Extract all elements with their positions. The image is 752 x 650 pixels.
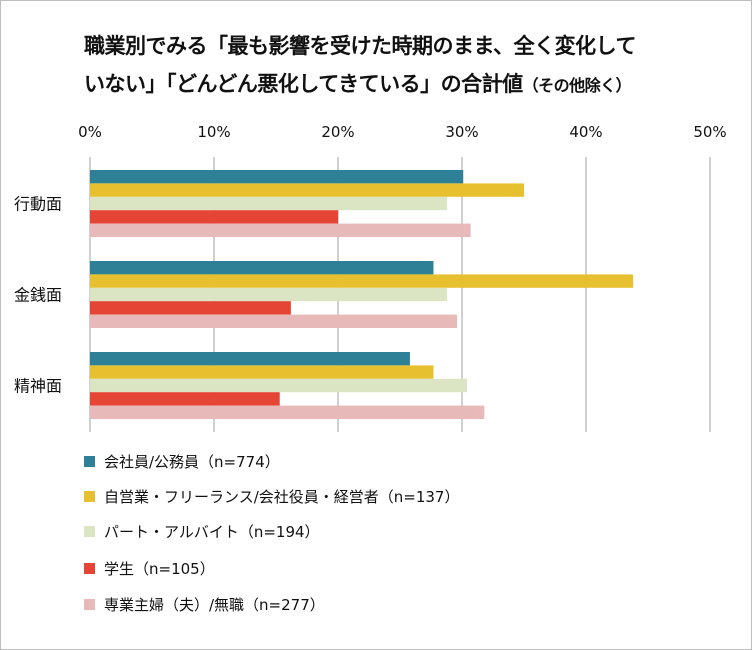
legend-label: パート・アルバイト（n=194） (104, 522, 320, 541)
legend-swatch (84, 525, 95, 537)
legend-swatch (84, 562, 95, 574)
bar-1-0 (90, 183, 524, 197)
x-tick-label: 50% (693, 123, 726, 141)
bar-0-0 (90, 170, 464, 184)
bar-2-0 (90, 196, 448, 211)
x-tick-label: 30% (445, 123, 478, 141)
bar-2-1 (90, 287, 448, 302)
legend-item: 会社員/公務員（n=774） (84, 451, 280, 471)
category-label: 行動面 (14, 195, 62, 214)
chart-title-note: （その他除く） (522, 76, 632, 95)
legend-swatch (84, 598, 95, 610)
bar-1-1 (90, 274, 634, 288)
legend-swatch (84, 490, 95, 502)
bar-4-1 (90, 314, 458, 328)
x-tick-label: 20% (321, 123, 354, 141)
chart-title-line-2: いない」「どんどん悪化してきている」の合計値（その他除く） (84, 68, 632, 98)
legend-label: 会社員/公務員（n=774） (104, 452, 280, 471)
legend-item: 専業主婦（夫）/無職（n=277） (84, 594, 325, 614)
category-label: 精神面 (14, 377, 62, 396)
legend-label: 学生（n=105） (104, 559, 215, 578)
chart-title-text: いない」「どんどん悪化してきている」の合計値 (84, 72, 523, 96)
category-label: 金銭面 (14, 286, 62, 305)
bar-0-1 (90, 261, 434, 275)
bar-3-1 (90, 301, 291, 315)
bar-3-2 (90, 392, 280, 406)
bar-4-0 (90, 223, 471, 237)
legend-label: 自営業・フリーランス/会社役員・経営者（n=137） (104, 487, 460, 506)
legend-item: 学生（n=105） (84, 558, 215, 578)
legend-swatch (84, 455, 95, 467)
legend-label: 専業主婦（夫）/無職（n=277） (104, 595, 325, 614)
legend-item: パート・アルバイト（n=194） (84, 521, 320, 541)
legend-item: 自営業・フリーランス/会社役員・経営者（n=137） (84, 486, 459, 506)
chart-title-line-1: 職業別でみる「最も影響を受けた時期のまま、全く変化して (84, 34, 637, 58)
bar-3-0 (90, 210, 338, 224)
bar-2-2 (90, 378, 467, 393)
x-tick-label: 40% (569, 123, 602, 141)
x-tick-label: 0% (78, 123, 102, 141)
bar-0-2 (90, 352, 410, 366)
bar-1-2 (90, 365, 434, 379)
x-tick-label: 10% (197, 123, 230, 141)
bar-4-2 (90, 405, 485, 419)
